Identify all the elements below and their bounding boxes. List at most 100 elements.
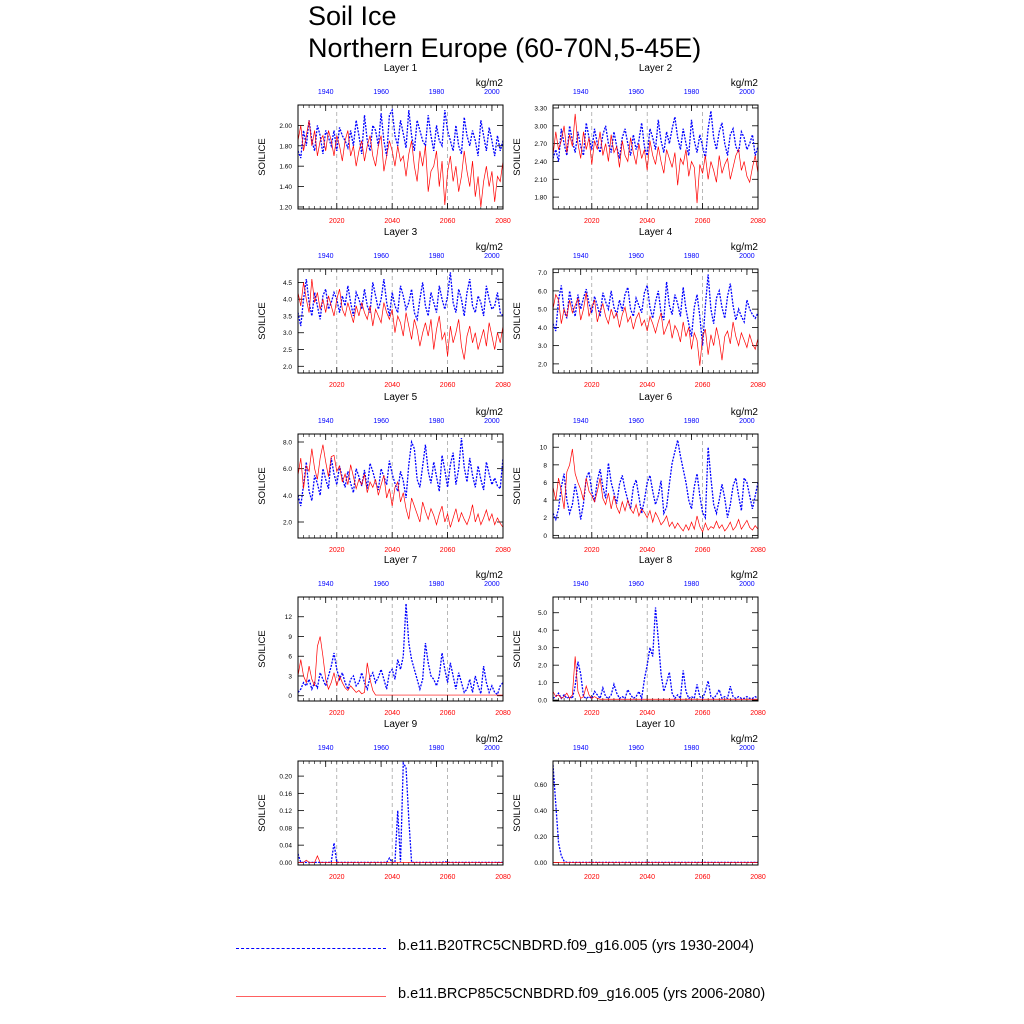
x-tick-label: 2040 [384, 710, 400, 717]
x-tick-label: 2060 [695, 710, 711, 717]
x-top-tick-label: 2000 [739, 418, 755, 425]
plot-frame [552, 433, 759, 539]
x-top-tick-label: 1960 [628, 745, 644, 752]
units-label: kg/m2 [476, 242, 504, 253]
x-tick-label: 2080 [495, 710, 511, 717]
units-label: kg/m2 [731, 570, 759, 581]
units-label: kg/m2 [731, 407, 759, 418]
units-label: kg/m2 [476, 407, 504, 418]
y-tick-label: 12 [285, 614, 293, 621]
panel-title: Layer 6 [639, 392, 673, 403]
x-tick-label: 2080 [495, 382, 511, 389]
series-line-hist [298, 107, 503, 159]
y-tick-label: 1.40 [279, 184, 292, 191]
y-axis-label: SOILICE [257, 794, 268, 832]
panel-title: Layer 8 [639, 555, 673, 566]
units-label: kg/m2 [476, 78, 504, 89]
plot-frame [552, 104, 759, 210]
y-tick-label: 0.04 [279, 843, 292, 850]
x-top-tick-label: 1980 [429, 253, 445, 260]
y-tick-label: 8.0 [283, 440, 292, 447]
figure-title: Soil Ice Northern Europe (60-70N,5-45E) [308, 0, 701, 64]
title-line: Soil Ice [308, 1, 397, 31]
x-tick-label: 2060 [440, 874, 456, 881]
x-top-tick-label: 2000 [484, 418, 500, 425]
x-top-tick-label: 1940 [318, 581, 334, 588]
x-tick-label: 2040 [384, 874, 400, 881]
y-tick-label: 0.0 [538, 698, 547, 705]
x-top-tick-label: 2000 [739, 253, 755, 260]
y-tick-label: 5.0 [538, 307, 547, 314]
x-tick-label: 2080 [750, 874, 766, 881]
y-tick-label: 3 [288, 673, 292, 680]
x-top-tick-label: 1940 [318, 745, 334, 752]
plot-frame [297, 596, 504, 702]
x-top-tick-label: 1980 [429, 745, 445, 752]
subtitle-line: Northern Europe (60-70N,5-45E) [308, 33, 702, 63]
series-line-future [553, 292, 758, 366]
y-tick-label: 4.5 [283, 280, 292, 287]
series-line-hist [553, 110, 758, 162]
x-tick-label: 2060 [695, 547, 711, 554]
x-top-tick-label: 2000 [739, 581, 755, 588]
x-top-tick-label: 1940 [318, 253, 334, 260]
x-tick-label: 2040 [639, 710, 655, 717]
series-line-future [553, 113, 758, 204]
x-tick-label: 2020 [329, 547, 345, 554]
series-line-hist [298, 272, 503, 327]
series-line-hist [298, 603, 503, 696]
legend-swatch-hist [236, 948, 386, 949]
chart-panel-layer-5: Layer 5 kg/m2 2020 2040 2060 2080 1940 1960 1980… [257, 392, 511, 554]
y-tick-label: 1.80 [279, 143, 292, 150]
y-tick-label: 0.16 [279, 791, 292, 798]
chart-panel-layer-6: Layer 6 kg/m2 2020 2040 2060 2080 1940 1960 1980… [512, 392, 766, 554]
y-tick-label: 3.30 [534, 105, 547, 112]
legend: b.e11.B20TRC5CNBDRD.f09_g16.005 (yrs 193… [0, 930, 1024, 1020]
series-line-hist [553, 607, 758, 701]
x-tick-label: 2020 [584, 218, 600, 225]
x-top-tick-label: 1940 [573, 253, 589, 260]
x-tick-label: 2060 [695, 218, 711, 225]
x-tick-label: 2020 [329, 382, 345, 389]
x-top-tick-label: 1960 [373, 745, 389, 752]
x-top-tick-label: 1940 [318, 89, 334, 96]
y-tick-label: 0.40 [534, 808, 547, 815]
chart-panel-layer-4: Layer 4 kg/m2 2020 2040 2060 2080 1940 1960 1980… [512, 227, 766, 389]
y-tick-label: 10 [540, 445, 548, 452]
chart-panel-layer-8: Layer 8 kg/m2 2020 2040 2060 2080 1940 1960 1980… [512, 555, 766, 717]
x-tick-label: 2080 [495, 874, 511, 881]
y-tick-label: 3.0 [538, 343, 547, 350]
y-axis-label: SOILICE [257, 467, 268, 505]
x-tick-label: 2040 [384, 382, 400, 389]
x-tick-label: 2080 [495, 547, 511, 554]
y-tick-label: 2.00 [279, 123, 292, 130]
y-tick-label: 3.0 [538, 645, 547, 652]
chart-panel-layer-1: Layer 1 kg/m2 2020 2040 2060 2080 1940 1960 1980… [257, 63, 511, 225]
units-label: kg/m2 [476, 570, 504, 581]
x-tick-label: 2060 [695, 874, 711, 881]
x-tick-label: 2080 [750, 547, 766, 554]
y-tick-label: 0 [288, 693, 292, 700]
x-top-tick-label: 2000 [484, 745, 500, 752]
x-tick-label: 2020 [584, 547, 600, 554]
panel-title: Layer 3 [384, 227, 418, 238]
x-top-tick-label: 1940 [573, 418, 589, 425]
y-tick-label: 6 [543, 480, 547, 487]
x-top-tick-label: 1940 [573, 745, 589, 752]
x-tick-label: 2080 [495, 218, 511, 225]
y-tick-label: 5.0 [538, 610, 547, 617]
x-top-tick-label: 1980 [684, 253, 700, 260]
series-line-hist [298, 761, 503, 864]
x-top-tick-label: 1980 [684, 418, 700, 425]
x-top-tick-label: 1960 [373, 581, 389, 588]
units-label: kg/m2 [731, 734, 759, 745]
y-tick-label: 0 [543, 533, 547, 540]
x-top-tick-label: 1980 [429, 418, 445, 425]
x-top-tick-label: 1960 [628, 581, 644, 588]
x-tick-label: 2060 [440, 547, 456, 554]
series-line-future [553, 448, 758, 533]
chart-panel-layer-7: Layer 7 kg/m2 2020 2040 2060 2080 1940 1960 1980… [257, 555, 511, 717]
x-tick-label: 2020 [329, 874, 345, 881]
x-tick-label: 2040 [384, 547, 400, 554]
